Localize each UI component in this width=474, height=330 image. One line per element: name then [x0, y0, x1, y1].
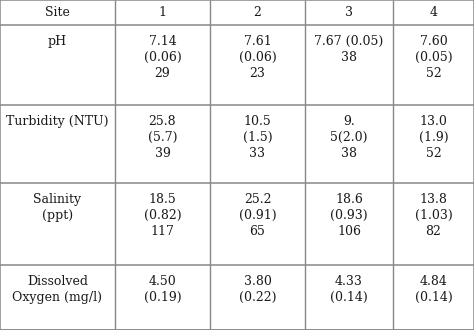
Text: 9.: 9.	[343, 115, 355, 128]
Text: Salinity: Salinity	[34, 193, 82, 206]
Text: 4.84: 4.84	[419, 275, 447, 288]
Text: (0.14): (0.14)	[330, 291, 368, 304]
Text: 3: 3	[345, 6, 353, 19]
Text: pH: pH	[48, 35, 67, 48]
Text: 7.60: 7.60	[419, 35, 447, 48]
Text: (0.05): (0.05)	[415, 51, 452, 64]
Text: (0.06): (0.06)	[238, 51, 276, 64]
Text: (0.82): (0.82)	[144, 209, 182, 222]
Text: 23: 23	[250, 67, 265, 80]
Text: 7.67 (0.05): 7.67 (0.05)	[314, 35, 383, 48]
Text: 52: 52	[426, 67, 441, 80]
Text: (ppt): (ppt)	[42, 209, 73, 222]
Text: 3.80: 3.80	[244, 275, 272, 288]
Text: 5(2.0): 5(2.0)	[330, 131, 368, 144]
Text: 65: 65	[250, 225, 265, 238]
Text: 106: 106	[337, 225, 361, 238]
Text: (1.5): (1.5)	[243, 131, 272, 144]
Text: 4: 4	[429, 6, 438, 19]
Text: 18.6: 18.6	[335, 193, 363, 206]
Text: 7.61: 7.61	[244, 35, 272, 48]
Text: 25.8: 25.8	[149, 115, 176, 128]
Text: 18.5: 18.5	[149, 193, 176, 206]
Text: 33: 33	[249, 147, 265, 160]
Text: (5.7): (5.7)	[148, 131, 177, 144]
Text: Turbidity (NTU): Turbidity (NTU)	[6, 115, 109, 128]
Text: 7.14: 7.14	[149, 35, 176, 48]
Text: 1: 1	[158, 6, 166, 19]
Text: (0.06): (0.06)	[144, 51, 182, 64]
Text: 25.2: 25.2	[244, 193, 271, 206]
Text: 4.50: 4.50	[149, 275, 176, 288]
Text: (0.91): (0.91)	[239, 209, 276, 222]
Text: (0.14): (0.14)	[415, 291, 452, 304]
Text: 82: 82	[426, 225, 441, 238]
Text: 38: 38	[341, 147, 357, 160]
Text: Site: Site	[45, 6, 70, 19]
Text: 38: 38	[341, 51, 357, 64]
Text: (0.22): (0.22)	[239, 291, 276, 304]
Text: Oxygen (mg/l): Oxygen (mg/l)	[12, 291, 102, 304]
Text: (1.9): (1.9)	[419, 131, 448, 144]
Text: 13.0: 13.0	[419, 115, 447, 128]
Text: 10.5: 10.5	[244, 115, 272, 128]
Text: (0.19): (0.19)	[144, 291, 182, 304]
Text: 52: 52	[426, 147, 441, 160]
Text: 29: 29	[155, 67, 170, 80]
Text: 2: 2	[254, 6, 262, 19]
Text: (1.03): (1.03)	[415, 209, 452, 222]
Text: 117: 117	[151, 225, 174, 238]
Text: 13.8: 13.8	[419, 193, 447, 206]
Text: Dissolved: Dissolved	[27, 275, 88, 288]
Text: 4.33: 4.33	[335, 275, 363, 288]
Text: 39: 39	[155, 147, 171, 160]
Text: (0.93): (0.93)	[330, 209, 368, 222]
